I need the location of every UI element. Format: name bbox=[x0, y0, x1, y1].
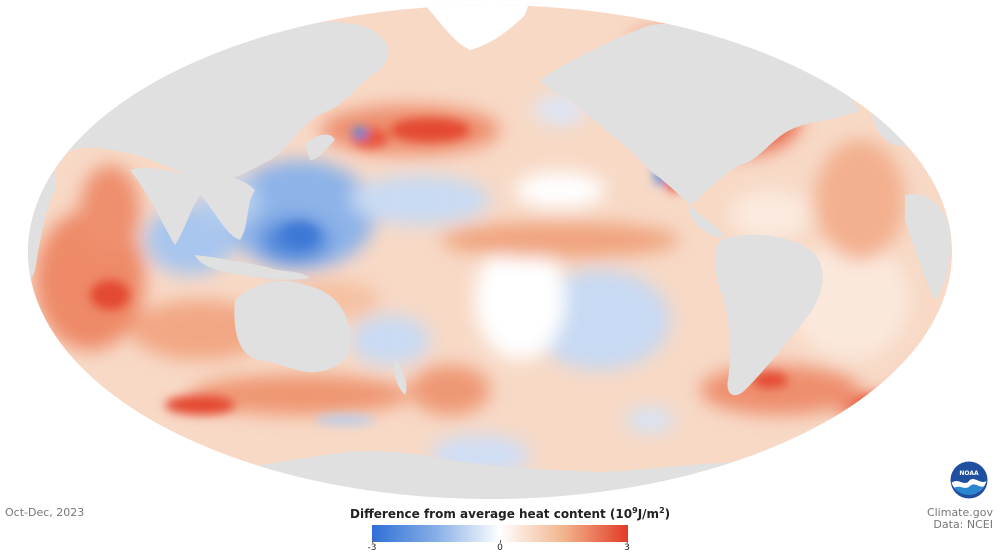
credit-data: Data: NCEI bbox=[933, 518, 993, 531]
legend-tick-min bbox=[372, 540, 373, 543]
world-map bbox=[28, 5, 952, 499]
legend-color-bar bbox=[372, 525, 628, 542]
ocean-heat-anomaly-layer bbox=[28, 5, 952, 499]
legend-tick-max bbox=[627, 540, 628, 543]
legend-tick-mid bbox=[500, 540, 501, 543]
legend-title: Difference from average heat content (10… bbox=[350, 506, 671, 521]
legend-max-label: 3 bbox=[624, 543, 630, 553]
color-legend: Difference from average heat content (10… bbox=[350, 506, 671, 553]
period-label: Oct-Dec, 2023 bbox=[5, 506, 85, 519]
noaa-logo-icon: NOAA bbox=[950, 461, 988, 499]
legend-min-label: -3 bbox=[367, 543, 377, 553]
noaa-logo-text: NOAA bbox=[959, 470, 979, 477]
credit-source: Climate.gov bbox=[926, 506, 993, 519]
legend-mid-label: 0 bbox=[497, 543, 503, 553]
credits: Climate.gov Data: NCEI bbox=[927, 507, 993, 531]
